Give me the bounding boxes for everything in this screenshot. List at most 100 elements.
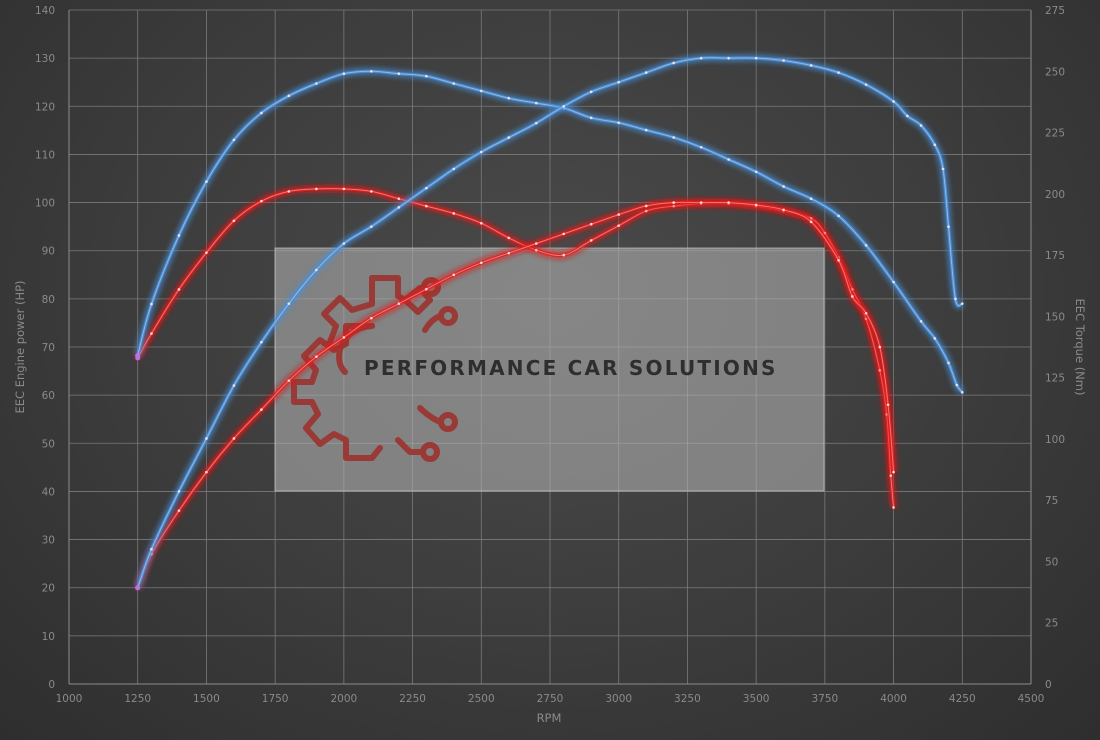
data-point (672, 204, 675, 208)
series-start-point (135, 353, 141, 359)
data-point (315, 268, 318, 272)
data-point (892, 100, 895, 103)
data-point (287, 379, 291, 383)
series-line-highlight (137, 70, 963, 393)
data-point (177, 288, 181, 291)
y-left-tick-label: 40 (42, 486, 55, 498)
data-point (672, 136, 675, 139)
data-point (919, 319, 923, 323)
y-left-tick-label: 50 (42, 438, 55, 450)
data-point (892, 506, 895, 509)
y-right-tick-label: 250 (1045, 66, 1065, 78)
series-start-point (135, 585, 141, 591)
data-point (287, 302, 291, 305)
data-point (150, 302, 153, 306)
y-right-tick-label: 25 (1045, 618, 1058, 630)
data-point (425, 204, 428, 208)
data-point (232, 219, 236, 223)
y-right-tick-label: 100 (1045, 434, 1065, 446)
data-point (287, 190, 291, 193)
data-point (809, 220, 813, 224)
data-point (864, 317, 868, 321)
y-left-tick-label: 80 (42, 294, 55, 306)
data-point (534, 121, 538, 125)
data-point (342, 242, 346, 245)
data-point (955, 383, 959, 387)
data-point (782, 59, 785, 62)
data-point (205, 180, 208, 183)
data-point (864, 83, 868, 86)
x-axis-title: RPM (537, 711, 562, 725)
series-line-highlight (137, 57, 963, 588)
y-left-tick-label: 110 (35, 149, 55, 161)
data-point (782, 185, 785, 188)
data-point (617, 121, 621, 125)
data-point (889, 474, 893, 477)
series-layer (135, 56, 964, 591)
data-point (754, 56, 758, 60)
data-point (534, 248, 538, 252)
x-tick-label: 3250 (674, 693, 701, 705)
data-point (232, 384, 236, 387)
x-tick-label: 1500 (193, 693, 220, 705)
data-point (342, 336, 346, 339)
y-left-tick-label: 130 (35, 53, 55, 65)
data-point (851, 288, 854, 291)
data-point (315, 82, 318, 85)
data-point (864, 243, 868, 247)
x-tick-label: 4000 (880, 693, 907, 705)
data-point (260, 408, 263, 411)
data-point (589, 116, 593, 120)
data-point (617, 80, 621, 84)
data-point (232, 138, 236, 142)
data-point (851, 295, 854, 298)
data-point (425, 186, 428, 190)
data-point (672, 201, 675, 204)
data-point (617, 224, 621, 227)
y-right-tick-label: 125 (1045, 373, 1065, 385)
x-tick-label: 2000 (330, 693, 357, 705)
data-point (534, 101, 538, 105)
x-tick-label: 2750 (537, 693, 564, 705)
y-left-tick-label: 20 (42, 583, 55, 595)
data-point (782, 208, 785, 212)
data-point (672, 61, 675, 65)
data-point (699, 56, 703, 60)
data-point (370, 69, 373, 73)
y-right-tick-label: 75 (1045, 495, 1058, 507)
data-point (954, 297, 957, 301)
data-point (287, 94, 291, 98)
x-tick-label: 2500 (468, 693, 495, 705)
data-point (809, 197, 813, 201)
data-point (644, 71, 648, 74)
series-1-torque (135, 69, 964, 394)
data-point (892, 470, 895, 474)
data-point (315, 355, 318, 358)
data-point (397, 302, 401, 305)
y-right-tick-label: 200 (1045, 189, 1065, 201)
data-point (479, 150, 483, 154)
data-point (507, 251, 511, 255)
data-point (754, 203, 758, 207)
data-point (589, 239, 593, 242)
data-point (177, 509, 181, 512)
data-point (150, 332, 153, 335)
data-point (397, 197, 401, 201)
data-point (837, 214, 840, 218)
axis-layer: 1000 1250 1500 1750 2000 2250 2500 2750 3000 3250… (35, 5, 1065, 705)
data-point (727, 158, 730, 161)
data-point (260, 199, 263, 203)
data-point (425, 287, 428, 291)
data-point (886, 403, 890, 407)
data-point (589, 222, 593, 226)
data-point (885, 413, 888, 416)
y-left-tick-label: 70 (42, 342, 55, 354)
data-point (205, 437, 208, 440)
data-point (479, 261, 483, 265)
data-point (589, 90, 593, 94)
data-point (878, 345, 882, 349)
data-point (727, 56, 730, 60)
data-point (452, 273, 456, 277)
data-point (933, 337, 937, 340)
y-right-tick-label: 225 (1045, 128, 1065, 140)
